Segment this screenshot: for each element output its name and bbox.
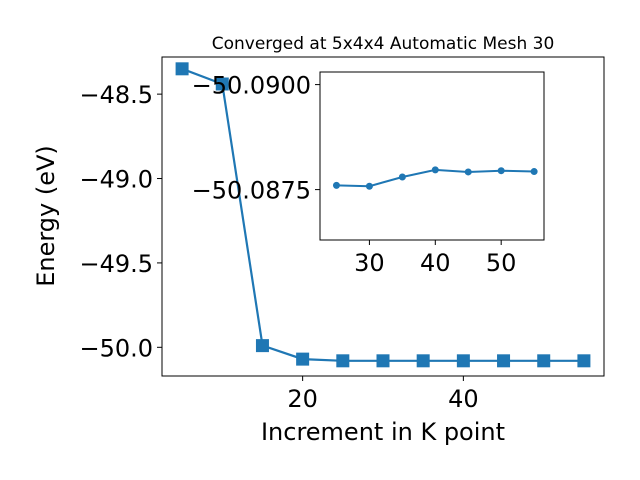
main-data-point xyxy=(537,354,551,368)
main-x-tick-label: 20 xyxy=(287,385,318,413)
inset-x-tick-label: 50 xyxy=(486,249,517,277)
main-y-ticks: −48.5 −49.0 −49.5 −50.0 xyxy=(79,81,162,362)
main-y-tick-label: −49.5 xyxy=(79,250,153,278)
main-data-point xyxy=(497,354,511,368)
chart-title: Converged at 5x4x4 Automatic Mesh 30 xyxy=(212,34,555,54)
inset-y-tick-label: −50.0875 xyxy=(192,177,311,205)
inset-data-point xyxy=(398,173,406,181)
main-data-point xyxy=(376,354,390,368)
main-data-point xyxy=(416,354,430,368)
y-axis-label: Energy (eV) xyxy=(32,145,60,287)
inset-series xyxy=(332,166,538,190)
main-data-point xyxy=(577,354,591,368)
inset-data-point xyxy=(497,167,505,175)
inset-y-tick-label: −50.0900 xyxy=(192,72,311,100)
main-data-point xyxy=(336,354,350,368)
inset-data-point xyxy=(431,166,439,174)
main-y-tick-label: −50.0 xyxy=(79,334,153,362)
inset-background xyxy=(320,72,544,240)
inset-y-ticks: −50.0875 −50.0900 xyxy=(192,72,320,205)
x-axis-label: Increment in K point xyxy=(261,418,505,446)
main-data-point xyxy=(215,77,229,91)
main-plot-area: 20 40 −48.5−49.0−49.5−50.0 Converged at 5… xyxy=(32,34,605,446)
inset-plot-frame xyxy=(319,71,545,241)
inset-data-point xyxy=(464,168,472,176)
inset-x-tick-label: 40 xyxy=(420,249,451,277)
main-series xyxy=(175,62,591,368)
inset-data-point xyxy=(332,181,340,189)
inset-x-tick-label: 30 xyxy=(354,249,385,277)
main-data-point xyxy=(456,354,470,368)
main-data-point xyxy=(255,339,269,353)
main-y-tick-label: −49.0 xyxy=(79,166,153,194)
main-y-tick-label: −48.5 xyxy=(79,81,153,109)
inset-plot-area: 30 40 50 −50.0875 −50.0900 xyxy=(192,71,545,277)
inset-data-point xyxy=(365,182,373,190)
inset-x-ticks: 30 40 50 xyxy=(354,240,516,277)
main-x-tick-label: 40 xyxy=(448,385,479,413)
main-plot-frame xyxy=(161,56,605,377)
main-data-point xyxy=(175,62,189,76)
inset-data-point xyxy=(530,168,538,176)
main-data-point xyxy=(296,352,310,366)
main-x-ticks: 20 40 xyxy=(287,376,479,413)
